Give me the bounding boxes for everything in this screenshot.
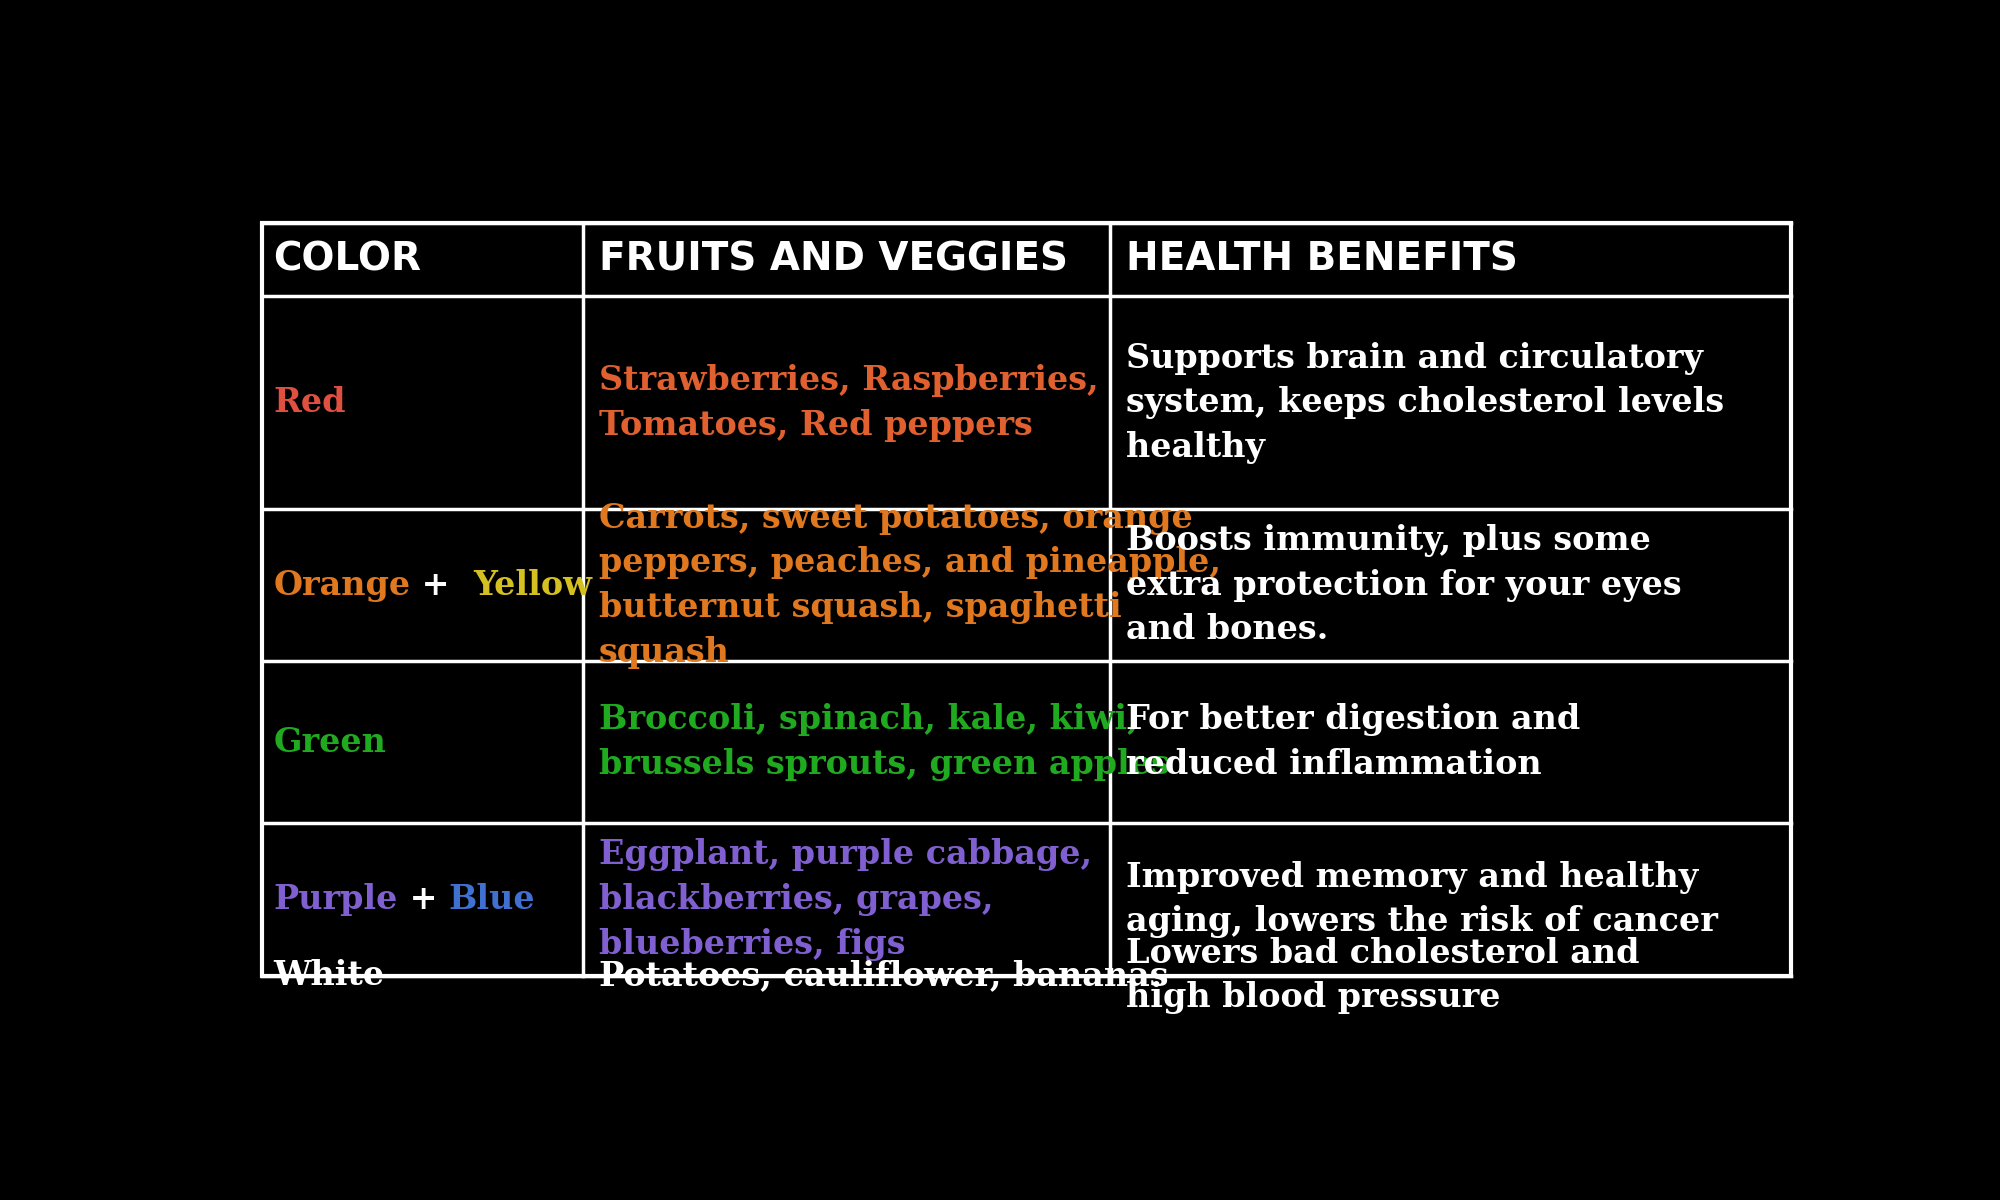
Text: Boosts immunity, plus some
extra protection for your eyes
and bones.: Boosts immunity, plus some extra protect… [1126, 524, 1682, 647]
Text: Lowers bad cholesterol and
high blood pressure: Lowers bad cholesterol and high blood pr… [1126, 937, 1640, 1014]
Text: Improved memory and healthy
aging, lowers the risk of cancer: Improved memory and healthy aging, lower… [1126, 860, 1718, 938]
Text: Orange: Orange [274, 569, 410, 601]
Text: Broccoli, spinach, kale, kiwi,
brussels sprouts, green apples: Broccoli, spinach, kale, kiwi, brussels … [598, 703, 1170, 781]
Text: Eggplant, purple cabbage,
blackberries, grapes,
blueberries, figs: Eggplant, purple cabbage, blackberries, … [598, 838, 1092, 960]
Text: +: + [410, 569, 474, 601]
Text: COLOR: COLOR [274, 240, 422, 278]
Text: +: + [398, 883, 448, 916]
Text: Purple: Purple [274, 883, 398, 916]
Text: Red: Red [274, 386, 346, 419]
Text: Yellow: Yellow [474, 569, 592, 601]
Text: Blue: Blue [448, 883, 536, 916]
Text: HEALTH BENEFITS: HEALTH BENEFITS [1126, 240, 1518, 278]
Text: FRUITS AND VEGGIES: FRUITS AND VEGGIES [598, 240, 1068, 278]
Text: For better digestion and
reduced inflammation: For better digestion and reduced inflamm… [1126, 703, 1580, 781]
Text: Carrots, sweet potatoes, orange
peppers, peaches, and pineapple,
butternut squas: Carrots, sweet potatoes, orange peppers,… [598, 502, 1220, 668]
Text: White: White [274, 959, 384, 992]
Bar [262, 222, 1790, 976]
Text: Green: Green [274, 726, 386, 758]
Text: Strawberries, Raspberries,
Tomatoes, Red peppers: Strawberries, Raspberries, Tomatoes, Red… [598, 364, 1098, 442]
Text: Potatoes, cauliflower, bananas: Potatoes, cauliflower, bananas [598, 959, 1168, 992]
Text: Supports brain and circulatory
system, keeps cholesterol levels
healthy: Supports brain and circulatory system, k… [1126, 342, 1724, 464]
